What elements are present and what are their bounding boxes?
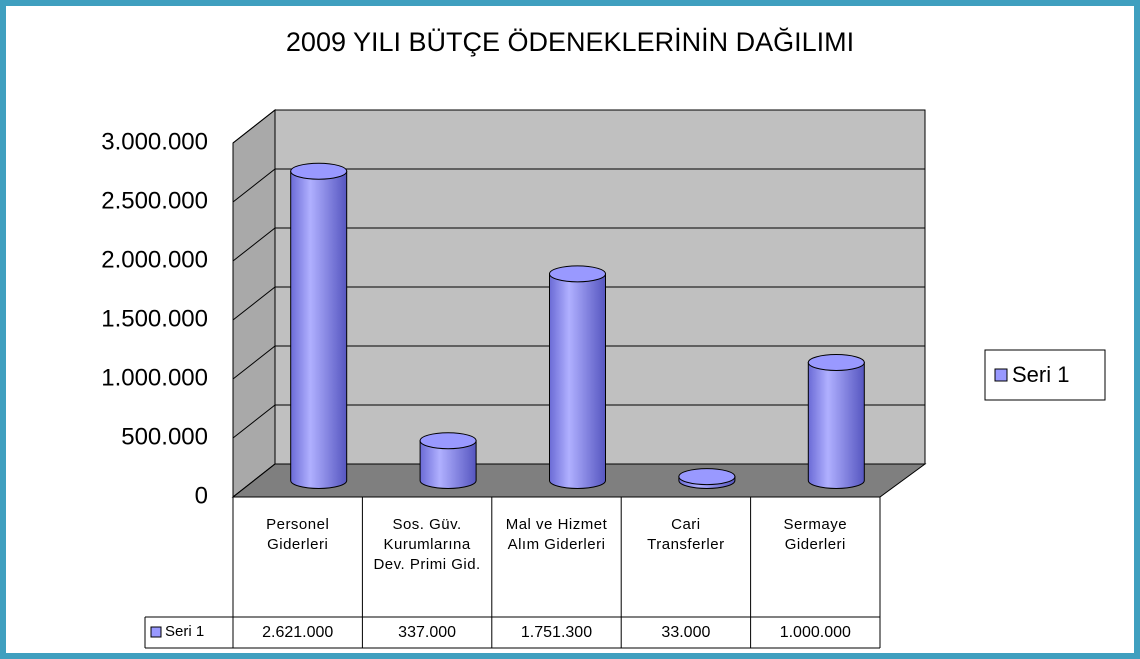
- bar-top: [419, 432, 477, 450]
- table-value: 1.000.000: [780, 624, 851, 641]
- y-tick-label: 500.000: [121, 423, 208, 450]
- table-series-name: Seri 1: [165, 623, 204, 640]
- bar-top: [678, 468, 736, 486]
- y-tick-label: 2.500.000: [101, 187, 208, 214]
- x-tick-label: Mal ve Hizmet Alım Giderleri: [505, 516, 608, 553]
- bar-top: [290, 162, 348, 180]
- bar-body: [807, 362, 865, 489]
- x-tick-label: Personel Giderleri: [266, 516, 330, 553]
- bar: [807, 354, 865, 489]
- table-value: 337.000: [398, 624, 456, 641]
- bar-body: [549, 273, 606, 489]
- grid-line: [232, 168, 925, 203]
- grid-line: [232, 109, 925, 144]
- legend-swatch: [994, 368, 1008, 382]
- x-tick-label: Sos. Güv. Kurumlarına Dev. Primi Gid.: [373, 516, 481, 573]
- grid-line: [232, 286, 925, 321]
- y-tick-label: 1.500.000: [101, 305, 208, 332]
- chart-title: 2009 YILI BÜTÇE ÖDENEKLERİNİN DAĞILIMI: [286, 26, 854, 57]
- bar: [419, 432, 477, 489]
- y-tick-label: 0: [195, 482, 208, 509]
- grid-line: [232, 345, 925, 380]
- x-tick-label: Cari Transferler: [647, 516, 725, 553]
- bar-body: [419, 440, 477, 489]
- table-value: 33.000: [661, 624, 710, 641]
- y-tick-label: 3.000.000: [101, 128, 208, 155]
- grid-line: [232, 404, 925, 439]
- bar-top: [549, 265, 606, 283]
- bar: [678, 468, 736, 489]
- bar-top: [807, 354, 865, 371]
- bar-body: [290, 170, 348, 489]
- bar: [290, 162, 348, 489]
- legend-label: Seri 1: [1012, 362, 1069, 387]
- legend-box: [984, 349, 1106, 401]
- x-tick-label: Sermaye Giderleri: [783, 516, 848, 553]
- table-value: 1.751.300: [521, 624, 592, 641]
- grid-line: [232, 463, 925, 498]
- legend-swatch: [150, 626, 162, 638]
- grid-line: [232, 227, 925, 262]
- y-tick-label: 2.000.000: [101, 246, 208, 273]
- bar: [549, 265, 606, 489]
- y-tick-label: 1.000.000: [101, 364, 208, 391]
- table-value: 2.621.000: [262, 624, 333, 641]
